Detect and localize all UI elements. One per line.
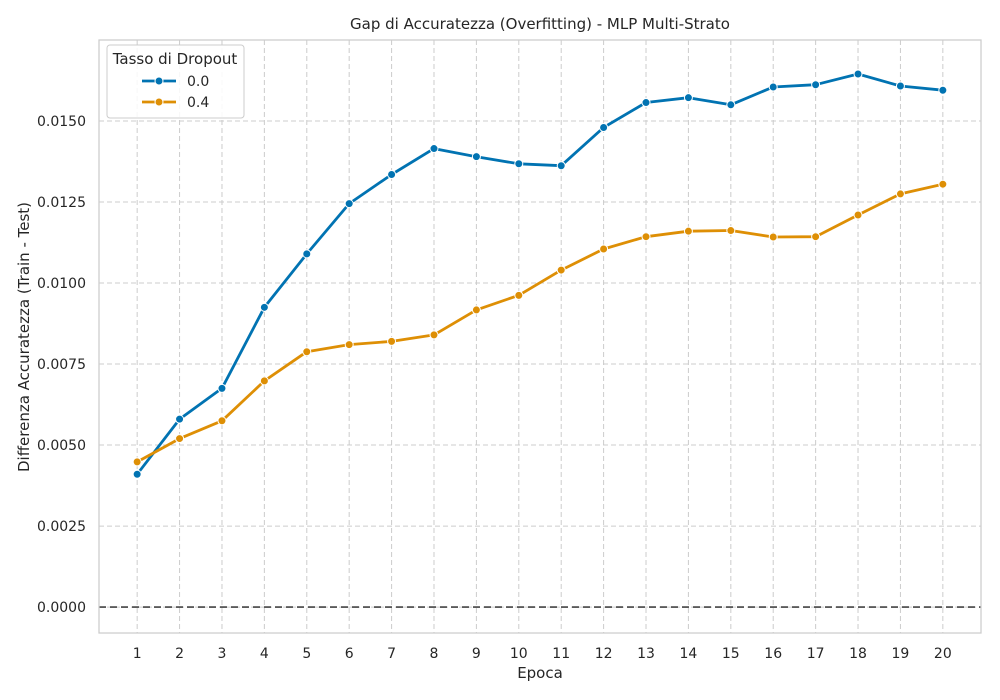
data-point xyxy=(641,232,651,242)
y-tick-label: 0.0075 xyxy=(37,357,86,373)
data-point xyxy=(726,100,736,110)
data-point xyxy=(683,226,693,236)
series-0.0 xyxy=(132,69,948,479)
legend-label: 0.0 xyxy=(187,74,209,90)
legend-marker xyxy=(154,97,164,107)
data-point xyxy=(895,81,905,91)
x-tick-label: 14 xyxy=(679,646,697,662)
x-tick-labels: 1 2 3 4 5 6 7 8 9 10 11 12 13 14 15 16 17 18 19 20 xyxy=(133,646,952,662)
data-point xyxy=(217,383,227,393)
series-group xyxy=(132,69,948,479)
x-tick-label: 12 xyxy=(595,646,613,662)
data-point xyxy=(387,336,397,346)
data-point xyxy=(938,85,948,95)
x-tick-label: 1 xyxy=(133,646,142,662)
series-line xyxy=(136,182,944,464)
x-axis-label: Epoca xyxy=(517,664,563,682)
data-point xyxy=(259,302,269,312)
x-tick-label: 19 xyxy=(892,646,910,662)
data-point xyxy=(175,414,185,424)
y-tick-label: 0.0100 xyxy=(37,276,86,292)
x-tick-label: 10 xyxy=(510,646,528,662)
x-tick-label: 16 xyxy=(764,646,782,662)
plot-frame xyxy=(98,39,982,634)
data-point xyxy=(556,161,566,171)
data-point xyxy=(768,82,778,92)
data-point xyxy=(938,179,948,189)
data-point xyxy=(895,189,905,199)
data-point xyxy=(132,457,142,467)
data-point xyxy=(471,305,481,315)
legend-label: 0.4 xyxy=(187,95,209,111)
legend-items: 0.00.4 xyxy=(142,74,209,111)
x-tick-label: 3 xyxy=(218,646,227,662)
x-tick-label: 11 xyxy=(552,646,570,662)
y-axis-label: Differenza Accuratezza (Train - Test) xyxy=(15,202,33,472)
data-point xyxy=(811,232,821,242)
data-point xyxy=(344,199,354,209)
data-point xyxy=(217,416,227,426)
x-tick-label: 8 xyxy=(430,646,439,662)
data-point xyxy=(429,330,439,340)
x-tick-label: 7 xyxy=(387,646,396,662)
data-point xyxy=(853,210,863,220)
x-tick-label: 6 xyxy=(345,646,354,662)
x-tick-label: 5 xyxy=(302,646,311,662)
legend-title: Tasso di Dropout xyxy=(112,50,238,68)
x-tick-label: 20 xyxy=(934,646,952,662)
legend-marker xyxy=(154,76,164,86)
x-tick-label: 18 xyxy=(849,646,867,662)
legend-item: 0.4 xyxy=(142,95,209,111)
data-point xyxy=(599,244,609,254)
y-tick-label: 0.0125 xyxy=(37,195,86,211)
data-point xyxy=(344,340,354,350)
x-tick-label: 17 xyxy=(807,646,825,662)
data-point xyxy=(853,69,863,79)
series-line xyxy=(136,72,943,476)
data-point xyxy=(599,122,609,132)
data-point xyxy=(811,80,821,90)
x-tick-label: 15 xyxy=(722,646,740,662)
series-0.4 xyxy=(132,179,948,467)
data-point xyxy=(514,159,524,169)
x-tick-label: 13 xyxy=(637,646,655,662)
y-tick-labels: 0.0000 0.0025 0.0050 0.0075 0.0100 0.0125 0.01… xyxy=(37,114,86,616)
data-point xyxy=(726,226,736,236)
legend-item: 0.0 xyxy=(142,74,209,90)
y-tick-label: 0.0150 xyxy=(37,114,86,130)
legend: Tasso di Dropout 0.00.4 xyxy=(106,44,245,119)
x-tick-label: 4 xyxy=(260,646,269,662)
data-point xyxy=(132,469,142,479)
data-point xyxy=(259,376,269,386)
x-tick-label: 2 xyxy=(175,646,184,662)
chart-title: Gap di Accuratezza (Overfitting) - MLP M… xyxy=(350,15,730,33)
data-point xyxy=(768,232,778,242)
y-tick-label: 0.0000 xyxy=(37,600,86,616)
data-point xyxy=(514,290,524,300)
data-point xyxy=(302,347,312,357)
data-point xyxy=(641,98,651,108)
y-tick-label: 0.0050 xyxy=(37,438,86,454)
data-point xyxy=(556,265,566,275)
data-point xyxy=(302,249,312,259)
data-point xyxy=(175,434,185,444)
x-tick-label: 9 xyxy=(472,646,481,662)
data-point xyxy=(683,93,693,103)
data-point xyxy=(387,169,397,179)
data-point xyxy=(429,144,439,154)
y-tick-label: 0.0025 xyxy=(37,519,86,535)
data-point xyxy=(471,152,481,162)
